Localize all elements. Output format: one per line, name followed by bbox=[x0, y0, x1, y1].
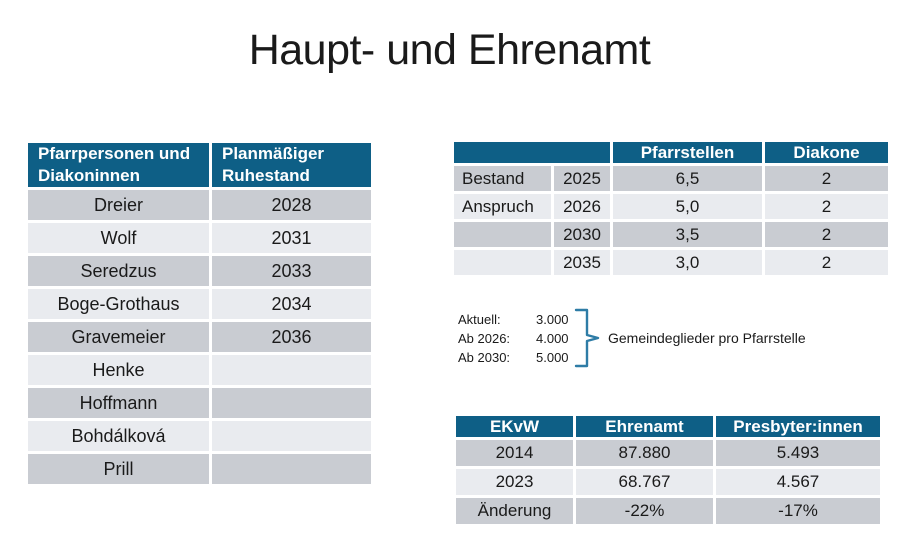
pfarrstellen-value-cell: 5,0 bbox=[610, 191, 765, 222]
staffing-table-body: Bestand 2025 6,5 2 Anspruch 2026 5,0 2 2… bbox=[451, 163, 891, 278]
retirement-year-cell bbox=[209, 451, 374, 488]
table-row: Anspruch 2026 5,0 2 bbox=[451, 191, 891, 222]
table-row: Dreier 2028 bbox=[25, 187, 374, 224]
person-name-cell: Prill bbox=[25, 451, 212, 488]
year-cell: 2023 bbox=[453, 466, 576, 498]
retirement-year-cell: 2036 bbox=[209, 319, 374, 356]
column-header-ekvw: EKvW bbox=[453, 413, 576, 440]
pfarrstellen-value-cell: 3,0 bbox=[610, 247, 765, 278]
ekvw-table-head: EKvW Ehrenamt Presbyter:innen bbox=[453, 413, 883, 440]
annotation-line: Ab 2030: 5.000 bbox=[458, 348, 572, 367]
retirement-table-head: Pfarrpersonen und Diakoninnen Planmäßige… bbox=[25, 139, 374, 191]
annotation-label: Ab 2026: bbox=[458, 330, 511, 346]
person-name-cell: Dreier bbox=[25, 187, 212, 224]
diakone-value-cell: 2 bbox=[762, 191, 891, 222]
column-header-presbyter: Presbyter:innen bbox=[713, 413, 883, 440]
table-row: Boge-Grothaus 2034 bbox=[25, 286, 374, 323]
annotation-lines: Aktuell: 3.000 Ab 2026: 4.000 Ab 2030: 5… bbox=[458, 310, 572, 367]
table-row: Gravemeier 2036 bbox=[25, 319, 374, 356]
column-header-persons: Pfarrpersonen und Diakoninnen bbox=[25, 139, 212, 191]
table-row: Wolf 2031 bbox=[25, 220, 374, 257]
retirement-table: Pfarrpersonen und Diakoninnen Planmäßige… bbox=[25, 139, 374, 488]
table-row: Seredzus 2033 bbox=[25, 253, 374, 290]
pfarrstellen-value-cell: 3,5 bbox=[610, 219, 765, 250]
ehrenamt-change-cell: -22% bbox=[573, 495, 716, 527]
row-label-cell bbox=[451, 247, 554, 278]
table-row: Hoffmann bbox=[25, 385, 374, 422]
person-name-cell: Bohdálková bbox=[25, 418, 212, 455]
retirement-year-cell bbox=[209, 418, 374, 455]
table-row: Prill bbox=[25, 451, 374, 488]
column-header-ehrenamt: Ehrenamt bbox=[573, 413, 716, 440]
presbyter-value-cell: 4.567 bbox=[713, 466, 883, 498]
annotation-line: Aktuell: 3.000 bbox=[458, 310, 572, 329]
annotation-value: 3.000 bbox=[536, 311, 569, 327]
person-name-cell: Henke bbox=[25, 352, 212, 389]
person-name-cell: Wolf bbox=[25, 220, 212, 257]
retirement-year-cell: 2034 bbox=[209, 286, 374, 323]
table-header-row: EKvW Ehrenamt Presbyter:innen bbox=[453, 413, 883, 440]
diakone-value-cell: 2 bbox=[762, 163, 891, 194]
column-header-empty bbox=[451, 139, 613, 166]
ekvw-table: EKvW Ehrenamt Presbyter:innen 2014 87.88… bbox=[453, 413, 883, 527]
annotation-line: Ab 2026: 4.000 bbox=[458, 329, 572, 348]
retirement-year-cell bbox=[209, 385, 374, 422]
staffing-table: Pfarrstellen Diakone Bestand 2025 6,5 2 … bbox=[451, 139, 891, 278]
table-row: Henke bbox=[25, 352, 374, 389]
row-label-cell: Anspruch bbox=[451, 191, 554, 222]
annotation-label: Ab 2030: bbox=[458, 349, 511, 365]
change-label-cell: Änderung bbox=[453, 495, 576, 527]
year-cell: 2025 bbox=[551, 163, 613, 194]
year-cell: 2026 bbox=[551, 191, 613, 222]
row-label-cell bbox=[451, 219, 554, 250]
row-label-cell: Bestand bbox=[451, 163, 554, 194]
diakone-value-cell: 2 bbox=[762, 219, 891, 250]
presbyter-change-cell: -17% bbox=[713, 495, 883, 527]
diakone-value-cell: 2 bbox=[762, 247, 891, 278]
annotation-label: Aktuell: bbox=[458, 311, 501, 327]
table-header-row: Pfarrstellen Diakone bbox=[451, 139, 891, 166]
presbyter-value-cell: 5.493 bbox=[713, 437, 883, 469]
staffing-table-head: Pfarrstellen Diakone bbox=[451, 139, 891, 166]
retirement-year-cell: 2031 bbox=[209, 220, 374, 257]
year-cell: 2030 bbox=[551, 219, 613, 250]
brace-icon bbox=[574, 308, 600, 368]
annotation-note: Gemeindeglieder pro Pfarrstelle bbox=[608, 330, 806, 346]
person-name-cell: Boge-Grothaus bbox=[25, 286, 212, 323]
column-header-diakone: Diakone bbox=[762, 139, 891, 166]
table-row: 2023 68.767 4.567 bbox=[453, 466, 883, 498]
ehrenamt-value-cell: 87.880 bbox=[573, 437, 716, 469]
retirement-year-cell: 2028 bbox=[209, 187, 374, 224]
column-header-pfarrstellen: Pfarrstellen bbox=[610, 139, 765, 166]
page-title: Haupt- und Ehrenamt bbox=[248, 26, 651, 74]
table-header-row: Pfarrpersonen und Diakoninnen Planmäßige… bbox=[25, 139, 374, 191]
person-name-cell: Hoffmann bbox=[25, 385, 212, 422]
ehrenamt-value-cell: 68.767 bbox=[573, 466, 716, 498]
year-cell: 2014 bbox=[453, 437, 576, 469]
retirement-year-cell bbox=[209, 352, 374, 389]
pfarrstellen-value-cell: 6,5 bbox=[610, 163, 765, 194]
table-row: 2035 3,0 2 bbox=[451, 247, 891, 278]
table-row: Bestand 2025 6,5 2 bbox=[451, 163, 891, 194]
table-row: 2030 3,5 2 bbox=[451, 219, 891, 250]
annotation-value: 5.000 bbox=[536, 349, 569, 365]
table-row: 2014 87.880 5.493 bbox=[453, 437, 883, 469]
column-header-retirement: Planmäßiger Ruhestand bbox=[209, 139, 374, 191]
table-row: Bohdálková bbox=[25, 418, 374, 455]
year-cell: 2035 bbox=[551, 247, 613, 278]
retirement-year-cell: 2033 bbox=[209, 253, 374, 290]
table-row: Änderung -22% -17% bbox=[453, 495, 883, 527]
retirement-table-body: Dreier 2028 Wolf 2031 Seredzus 2033 Boge… bbox=[25, 187, 374, 488]
members-per-position-annotation: Aktuell: 3.000 Ab 2026: 4.000 Ab 2030: 5… bbox=[458, 307, 806, 369]
person-name-cell: Seredzus bbox=[25, 253, 212, 290]
annotation-value: 4.000 bbox=[536, 330, 569, 346]
person-name-cell: Gravemeier bbox=[25, 319, 212, 356]
ekvw-table-body: 2014 87.880 5.493 2023 68.767 4.567 Ände… bbox=[453, 437, 883, 527]
